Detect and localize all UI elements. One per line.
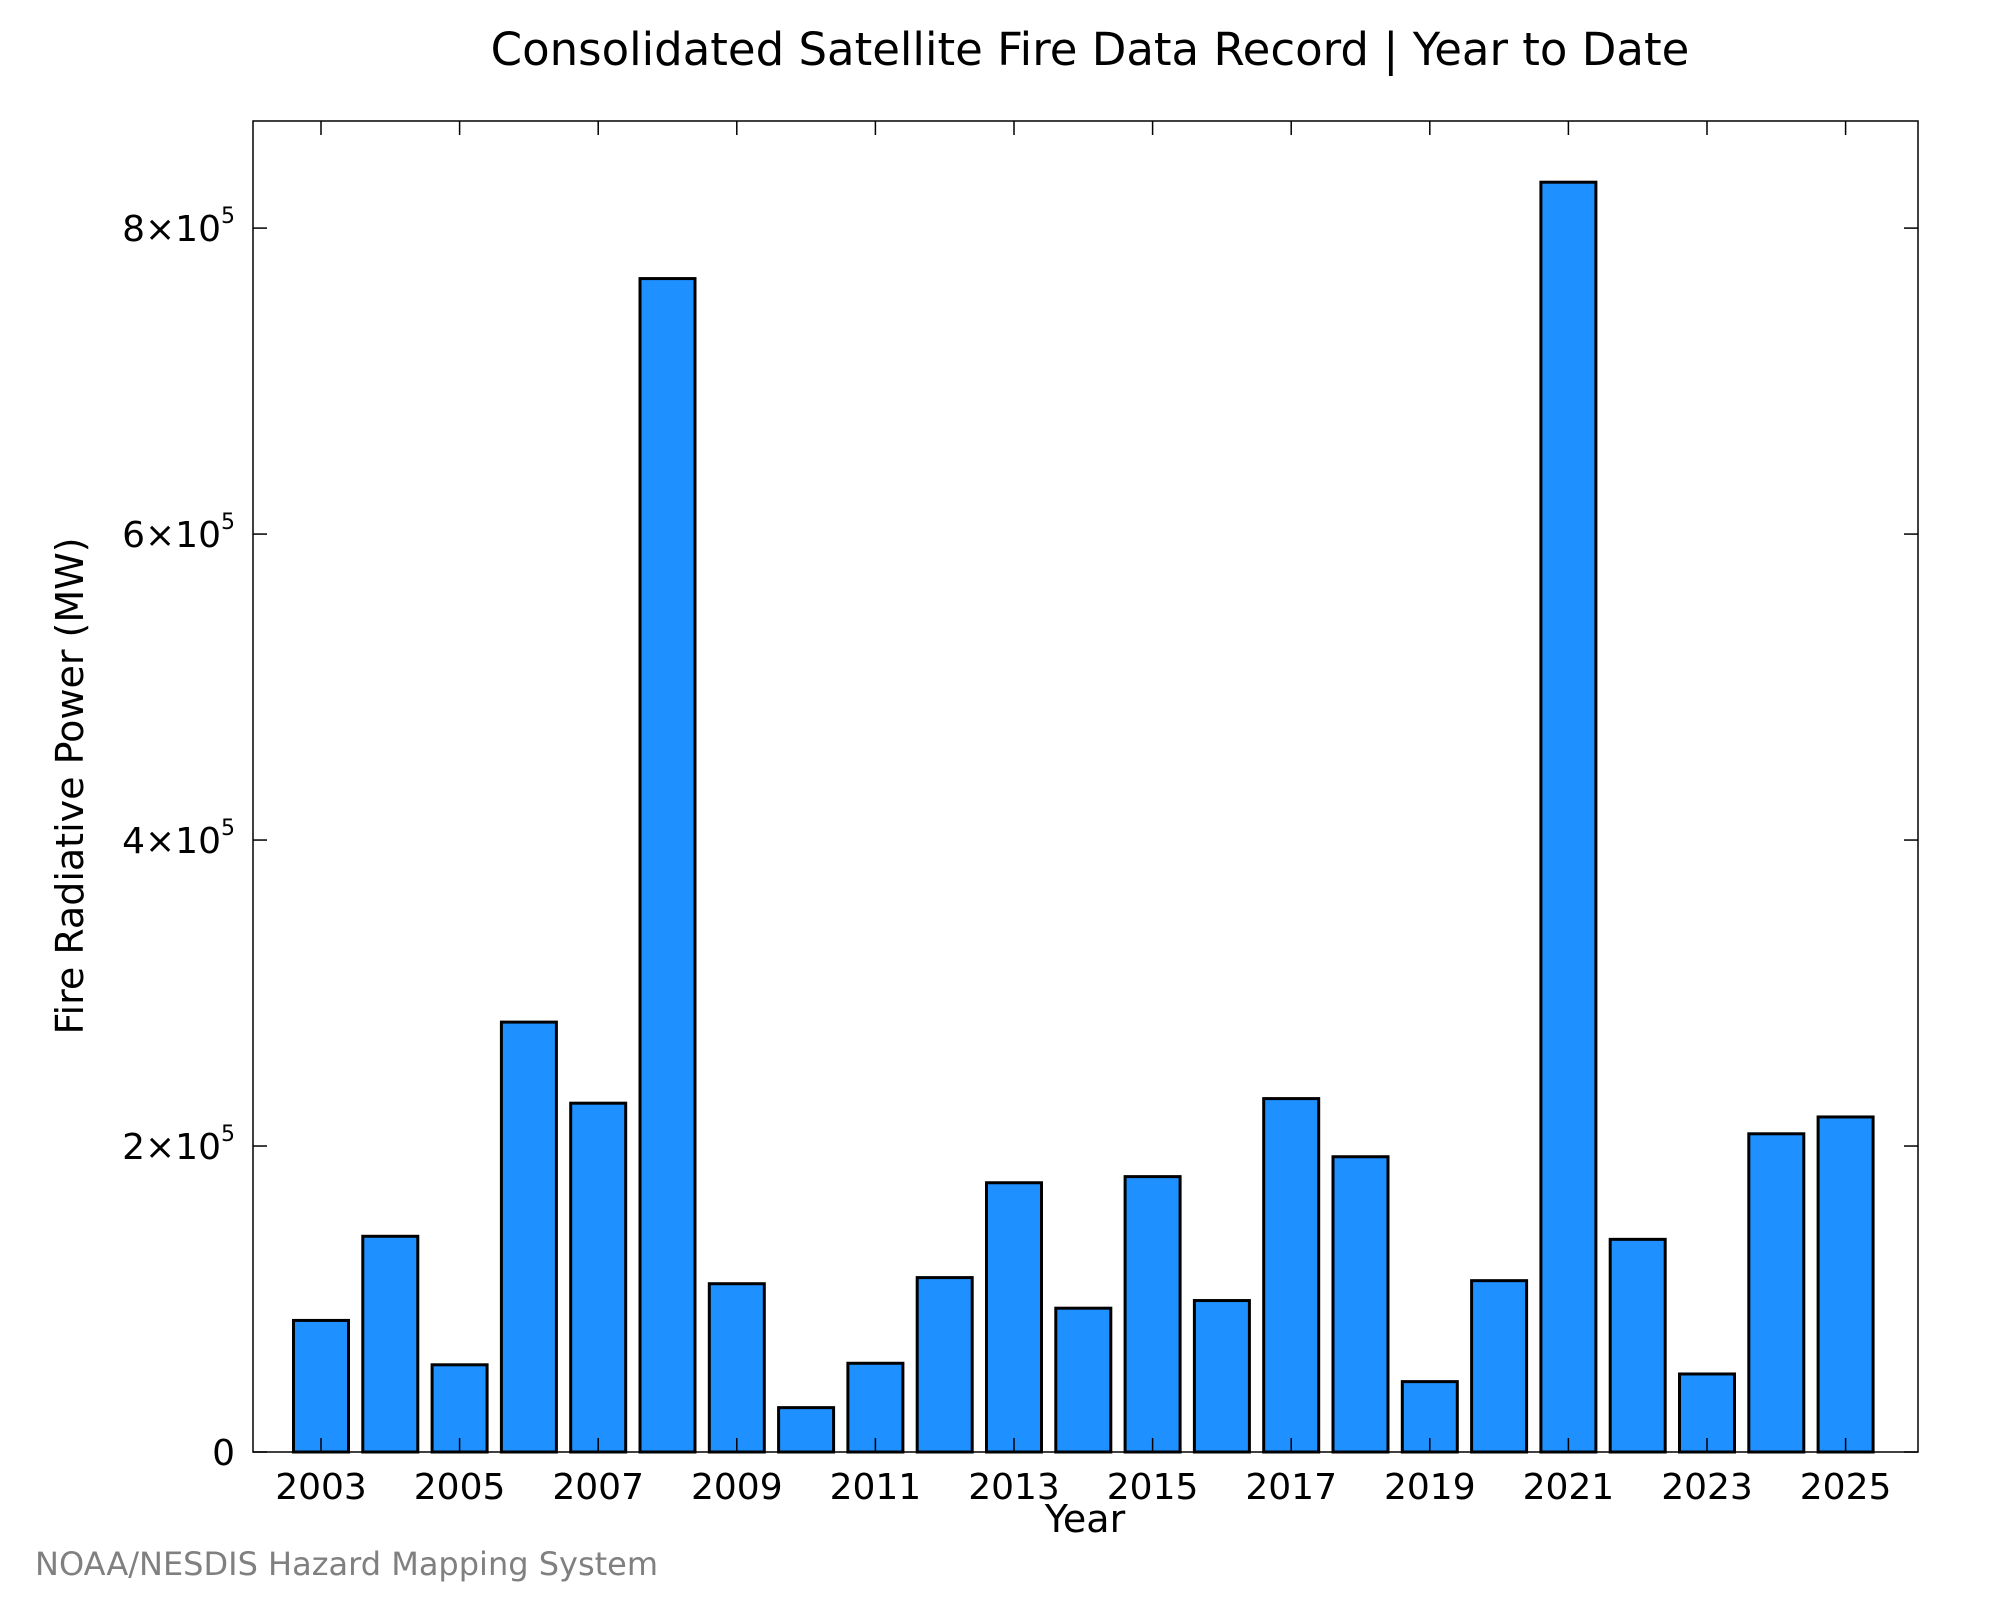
x-tick-label-2017: 2017 <box>1245 1467 1337 1508</box>
bar-2008 <box>638 277 697 1454</box>
bar-2025 <box>1816 1115 1875 1454</box>
source-credit: NOAA/NESDIS Hazard Mapping System <box>35 1545 658 1583</box>
x-tick-label-2003: 2003 <box>275 1467 367 1508</box>
chart-title: Consolidated Satellite Fire Data Record … <box>491 23 1690 76</box>
y-tick-label-600000: 6×105 <box>122 510 235 556</box>
x-axis-label: Year <box>1044 1497 1126 1541</box>
bar-2016 <box>1192 1299 1251 1454</box>
bar-2006 <box>499 1020 558 1454</box>
bar-2003 <box>292 1318 350 1454</box>
x-tick-label-2009: 2009 <box>691 1467 783 1508</box>
bar-2022 <box>1608 1237 1667 1454</box>
x-tick-label-2015: 2015 <box>1107 1467 1199 1508</box>
bar-2024 <box>1747 1132 1806 1454</box>
bar-2009 <box>707 1282 766 1454</box>
bar-2013 <box>985 1181 1043 1454</box>
x-tick-label-2021: 2021 <box>1523 1467 1615 1508</box>
axis-ticks <box>253 121 1918 1453</box>
bar-2014 <box>1054 1306 1113 1454</box>
x-tick-label-2013: 2013 <box>968 1467 1060 1508</box>
bar-2021 <box>1539 180 1598 1454</box>
plot-frame <box>252 120 1919 1453</box>
y-tick-labels: 0 2×105 4×105 6×105 8×105 <box>122 204 235 1474</box>
x-tick-label-2025: 2025 <box>1800 1467 1892 1508</box>
x-tick-label-2023: 2023 <box>1661 1467 1753 1508</box>
y-tick-label-400000: 4×105 <box>122 816 235 862</box>
x-tick-label-2011: 2011 <box>830 1467 922 1508</box>
bar-2017 <box>1262 1097 1321 1454</box>
bar-2020 <box>1470 1279 1529 1454</box>
bar-2007 <box>569 1101 628 1454</box>
y-tick-label-800000: 8×105 <box>122 204 235 250</box>
y-axis-label: Fire Radiative Power (MW) <box>48 537 92 1034</box>
x-tick-label-2019: 2019 <box>1384 1467 1476 1508</box>
bar-2015 <box>1123 1175 1182 1454</box>
bars-group <box>292 180 1875 1454</box>
bar-2018 <box>1331 1155 1390 1454</box>
bar-2010 <box>777 1406 836 1454</box>
y-tick-label-0: 0 <box>212 1433 235 1474</box>
x-tick-labels: 2003 2005 2007 2009 2011 2013 2015 2017 2019 2021… <box>275 1467 1891 1508</box>
x-tick-label-2007: 2007 <box>552 1467 644 1508</box>
y-tick-label-200000: 2×105 <box>122 1122 235 1168</box>
bar-2004 <box>361 1234 420 1454</box>
bar-2012 <box>915 1276 974 1454</box>
x-tick-label-2005: 2005 <box>414 1467 506 1508</box>
